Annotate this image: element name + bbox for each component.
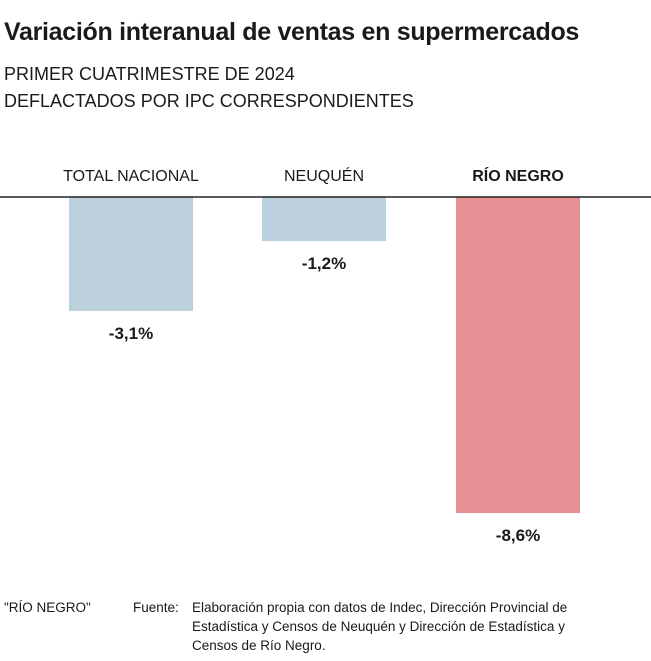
value-label: -3,1% (109, 324, 153, 343)
value-label: -1,2% (302, 254, 346, 273)
source-line: Censos de Río Negro. (192, 638, 326, 653)
value-label: -8,6% (496, 526, 540, 545)
bar (69, 197, 193, 311)
bar (456, 197, 580, 514)
source-text: Elaboración propia con datos de Indec, D… (192, 598, 567, 655)
source-line: Elaboración propia con datos de Indec, D… (192, 600, 568, 615)
category-label: TOTAL NACIONAL (63, 168, 199, 185)
chart-title: Variación interanual de ventas en superm… (4, 18, 580, 46)
footer-tag: "RÍO NEGRO" (4, 600, 91, 615)
source-label: Fuente: (133, 600, 179, 615)
bar (262, 197, 386, 242)
category-label: RÍO NEGRO (472, 166, 564, 185)
chart-subtitle-1: PRIMER CUATRIMESTRE DE 2024 (4, 64, 295, 84)
category-label: NEUQUÉN (284, 166, 364, 185)
source-line: Estadística y Censos de Neuquén y Direcc… (192, 619, 565, 634)
chart-subtitle-2: DEFLACTADOS POR IPC CORRESPONDIENTES (4, 91, 414, 111)
